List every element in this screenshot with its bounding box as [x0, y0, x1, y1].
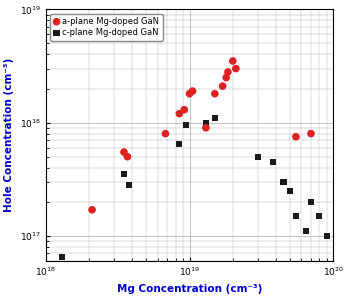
c-plane Mg-doped GaN	[317, 214, 322, 218]
a-plane Mg-doped GaN	[187, 91, 192, 96]
a-plane Mg-doped GaN	[212, 91, 218, 96]
a-plane Mg-doped GaN	[163, 131, 168, 136]
a-plane Mg-doped GaN	[230, 59, 236, 63]
a-plane Mg-doped GaN	[293, 134, 299, 139]
a-plane Mg-doped GaN	[233, 66, 239, 71]
a-plane Mg-doped GaN	[89, 207, 95, 212]
a-plane Mg-doped GaN	[121, 150, 127, 154]
c-plane Mg-doped GaN	[280, 179, 286, 184]
c-plane Mg-doped GaN	[293, 214, 299, 218]
X-axis label: Mg Concentration (cm⁻³): Mg Concentration (cm⁻³)	[117, 284, 262, 294]
c-plane Mg-doped GaN	[183, 123, 189, 128]
a-plane Mg-doped GaN	[182, 107, 187, 112]
a-plane Mg-doped GaN	[220, 84, 226, 89]
c-plane Mg-doped GaN	[212, 116, 218, 120]
a-plane Mg-doped GaN	[203, 125, 209, 130]
c-plane Mg-doped GaN	[203, 120, 209, 125]
c-plane Mg-doped GaN	[126, 183, 132, 188]
c-plane Mg-doped GaN	[324, 234, 330, 238]
a-plane Mg-doped GaN	[308, 131, 314, 136]
Y-axis label: Hole Concentration (cm⁻³): Hole Concentration (cm⁻³)	[4, 58, 14, 212]
a-plane Mg-doped GaN	[176, 111, 182, 116]
c-plane Mg-doped GaN	[255, 154, 261, 159]
c-plane Mg-doped GaN	[60, 255, 65, 260]
a-plane Mg-doped GaN	[225, 70, 231, 74]
a-plane Mg-doped GaN	[190, 89, 195, 94]
c-plane Mg-doped GaN	[287, 188, 293, 193]
a-plane Mg-doped GaN	[223, 75, 229, 80]
a-plane Mg-doped GaN	[125, 154, 130, 159]
Legend: a-plane Mg-doped GaN, c-plane Mg-doped GaN: a-plane Mg-doped GaN, c-plane Mg-doped G…	[50, 13, 163, 41]
c-plane Mg-doped GaN	[270, 159, 276, 164]
c-plane Mg-doped GaN	[176, 142, 182, 146]
c-plane Mg-doped GaN	[121, 172, 127, 177]
c-plane Mg-doped GaN	[303, 229, 309, 234]
c-plane Mg-doped GaN	[308, 199, 314, 204]
c-plane Mg-doped GaN	[337, 251, 342, 256]
